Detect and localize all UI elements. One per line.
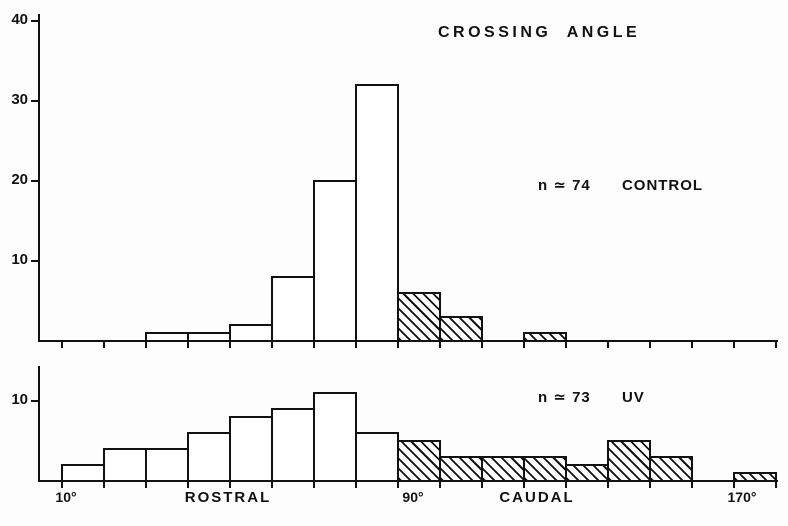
x-tick [313, 482, 315, 488]
x-tick [775, 342, 777, 348]
histogram-bar [61, 464, 105, 480]
uv-annotation: n ≃ 73 UV [538, 388, 645, 406]
x-tick [229, 342, 231, 348]
histogram-bar [355, 84, 399, 340]
y-tick [31, 20, 40, 22]
x-tick-label-170deg: 170° [727, 489, 757, 505]
x-tick [313, 342, 315, 348]
x-tick [271, 482, 273, 488]
x-tick [103, 342, 105, 348]
x-tick [775, 482, 777, 488]
histogram-bar [439, 316, 483, 340]
histogram-bar [733, 472, 777, 480]
x-tick [229, 482, 231, 488]
x-tick [271, 342, 273, 348]
x-tick [187, 342, 189, 348]
x-tick [691, 482, 693, 488]
histogram-bar [145, 448, 189, 480]
y-axis [38, 366, 40, 482]
y-tick [31, 400, 40, 402]
x-tick [103, 482, 105, 488]
x-tick [733, 482, 735, 488]
x-region-label-caudal: CAUDAL [499, 489, 575, 506]
x-axis [38, 480, 778, 482]
control-condition-label: CONTROL [621, 177, 704, 194]
histogram-bar [355, 432, 399, 480]
x-tick [145, 482, 147, 488]
histogram-bar [523, 456, 567, 480]
x-tick [187, 482, 189, 488]
histogram-bar [397, 440, 441, 480]
x-tick [733, 342, 735, 348]
x-tick [523, 482, 525, 488]
x-tick [565, 482, 567, 488]
histogram-bar [649, 456, 693, 480]
y-tick [31, 100, 40, 102]
x-tick [61, 482, 63, 488]
histogram-bar [607, 440, 651, 480]
y-tick-label: 30 [11, 91, 28, 108]
x-tick [649, 482, 651, 488]
histogram-bar [439, 456, 483, 480]
x-tick [355, 482, 357, 488]
x-tick-label-10deg: 10° [55, 489, 77, 505]
y-tick-label: 10 [11, 251, 28, 268]
x-tick [649, 342, 651, 348]
uv-condition-label: UV [621, 389, 645, 406]
x-tick [607, 482, 609, 488]
x-tick [565, 342, 567, 348]
x-tick [397, 482, 399, 488]
x-region-label-rostral: ROSTRAL [184, 489, 272, 506]
x-tick-label-90deg: 90° [402, 489, 424, 505]
x-tick [439, 342, 441, 348]
x-tick [523, 342, 525, 348]
x-tick [61, 342, 63, 348]
x-tick [481, 482, 483, 488]
control-annotation: n ≃ 74 CONTROL [538, 176, 703, 194]
x-tick [691, 342, 693, 348]
x-tick [481, 342, 483, 348]
y-tick-label: 20 [11, 171, 28, 188]
histogram-bar [103, 448, 147, 480]
y-tick-label: 40 [11, 11, 28, 28]
y-tick [31, 180, 40, 182]
histogram-bar [229, 416, 273, 480]
x-tick [355, 342, 357, 348]
histogram-bar [397, 292, 441, 340]
histogram-bar [523, 332, 567, 340]
histogram-bar [565, 464, 609, 480]
x-axis [38, 340, 778, 342]
y-axis [38, 14, 40, 342]
y-tick [31, 260, 40, 262]
x-tick [439, 482, 441, 488]
chart-title: CROSSING ANGLE [438, 24, 641, 41]
uv-n-label: n ≃ 73 [538, 389, 591, 406]
histogram-bar [313, 392, 357, 480]
y-tick-label: 10 [11, 391, 28, 408]
x-tick [145, 342, 147, 348]
histogram-bar [271, 408, 315, 480]
x-tick [607, 342, 609, 348]
histogram-bar [481, 456, 525, 480]
histogram-bar [187, 432, 231, 480]
control-n-label: n ≃ 74 [538, 177, 591, 194]
x-tick [397, 342, 399, 348]
